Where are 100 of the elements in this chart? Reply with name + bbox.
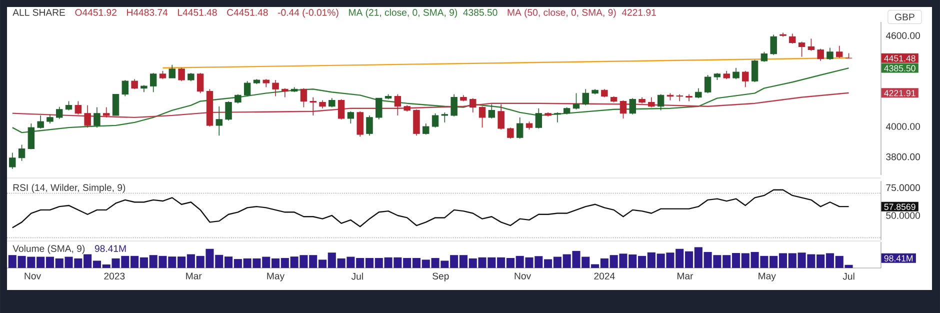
- candlestick: [535, 108, 542, 129]
- candlestick: [470, 98, 476, 113]
- candlestick: [300, 88, 308, 108]
- y-axis-title: GBP: [895, 14, 914, 20]
- candlestick: [516, 117, 524, 140]
- x-tick-label: Jul: [842, 272, 854, 280]
- candlestick: [282, 88, 288, 98]
- candlestick: [56, 106, 63, 120]
- text: C4451.48: [227, 9, 268, 16]
- y-tick-label: 4000.00: [886, 123, 920, 130]
- candlestick: [103, 106, 110, 118]
- candlestick: [112, 94, 120, 116]
- candlestick: [751, 59, 758, 83]
- candlestick: [150, 72, 157, 93]
- candlestick: [704, 74, 712, 94]
- candlestick: [272, 80, 279, 97]
- y-tick-label: 50.0000: [886, 212, 920, 219]
- y-tick-label: 3800.00: [886, 153, 920, 160]
- text: 4221.91: [884, 90, 916, 96]
- candlestick: [376, 98, 382, 120]
- x-tick-label: May: [267, 272, 285, 282]
- x-tick-label: May: [758, 272, 776, 282]
- x-tick-label: Nov: [514, 272, 532, 280]
- candlestick: [732, 67, 740, 80]
- candlestick: [648, 96, 655, 108]
- candlestick: [225, 100, 232, 121]
- x-tick-label: 2024: [594, 272, 615, 280]
- candlestick: [366, 115, 373, 136]
- candlestick: [413, 109, 420, 136]
- candlestick: [422, 123, 430, 135]
- candlestick: [620, 100, 627, 119]
- candlestick: [582, 88, 589, 106]
- candlestick: [498, 104, 504, 130]
- candlestick: [234, 94, 242, 104]
- candlestick: [94, 106, 100, 128]
- candlestick: [808, 38, 815, 52]
- candlestick: [836, 45, 843, 58]
- candlestick: [338, 98, 345, 120]
- candlestick: [441, 112, 448, 123]
- candlestick: [629, 98, 636, 115]
- candlestick: [244, 80, 251, 97]
- candlestick: [450, 94, 458, 117]
- candlestick: [168, 64, 176, 78]
- candlestick: [572, 92, 580, 110]
- candlestick: [310, 96, 316, 116]
- x-tick-label: Mar: [186, 272, 202, 280]
- candlestick: [37, 115, 44, 129]
- candlestick: [676, 94, 683, 102]
- text: 98.41M: [884, 255, 913, 262]
- candlestick: [347, 110, 354, 124]
- text: H4483.74: [127, 9, 168, 16]
- text: L4451.48: [178, 9, 217, 16]
- candlestick: [196, 72, 204, 94]
- candlestick: [695, 88, 702, 99]
- candlestick: [328, 98, 336, 108]
- candlestick: [554, 112, 561, 123]
- candlestick: [488, 104, 496, 119]
- candlestick: [432, 112, 439, 128]
- text: MA (50, close, 0, SMA, 9): [508, 8, 616, 18]
- x-tick-label: 2023: [104, 272, 125, 280]
- text: 4221.91: [622, 9, 656, 16]
- candlestick: [356, 110, 364, 138]
- candlestick: [817, 48, 824, 62]
- candlestick: [826, 47, 834, 60]
- y-tick-label: 4600.00: [886, 32, 920, 40]
- candlestick: [131, 78, 138, 90]
- candlestick: [122, 80, 129, 97]
- candlestick: [789, 33, 796, 44]
- candlestick: [65, 100, 72, 111]
- text: 4451.48: [884, 55, 916, 62]
- candlestick: [686, 94, 692, 102]
- text: MA (21, close, 0, SMA, 9): [349, 8, 458, 18]
- candlestick: [216, 106, 222, 136]
- candlestick: [798, 41, 806, 58]
- candlestick: [507, 127, 514, 140]
- candlestick: [657, 94, 664, 111]
- chart-title: RSI (14, Wilder, Simple, 9): [13, 184, 126, 193]
- candlestick: [178, 67, 185, 82]
- chart-title: ALL SHARE: [12, 9, 65, 16]
- x-tick-label: Jul: [351, 272, 363, 280]
- candlestick: [74, 100, 82, 115]
- text: 4385.50: [463, 9, 498, 16]
- candlestick: [478, 106, 486, 128]
- chart-title: Volume (SMA, 9): [12, 244, 85, 254]
- candlestick: [770, 34, 777, 56]
- text: -0.44 (-0.01%): [278, 8, 338, 18]
- x-tick-label: Sep: [432, 272, 449, 282]
- annotation: 98.41M: [94, 245, 126, 252]
- line-series: [12, 67, 850, 134]
- candlestick: [760, 51, 768, 62]
- candlestick: [9, 152, 16, 170]
- y-tick-label: 75.0000: [886, 184, 920, 192]
- text: O4451.92: [75, 9, 116, 16]
- candlestick: [394, 94, 402, 116]
- candlestick: [84, 104, 91, 128]
- text: 4385.50: [884, 65, 916, 72]
- candlestick: [46, 114, 54, 124]
- x-tick-label: Nov: [24, 272, 42, 280]
- candlestick: [28, 123, 35, 150]
- x-tick-label: Mar: [678, 272, 694, 280]
